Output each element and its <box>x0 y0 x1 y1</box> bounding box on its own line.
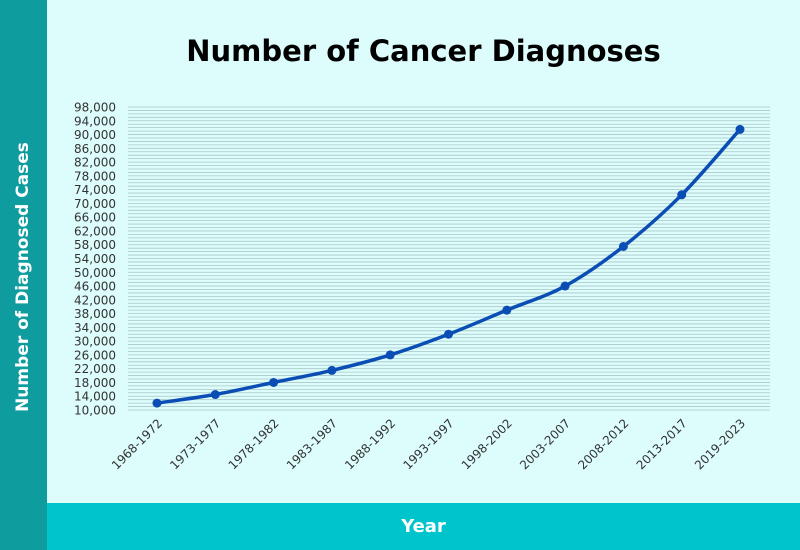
y-tick-label: 74,000 <box>74 183 116 197</box>
data-point <box>210 390 220 400</box>
y-tick-label: 42,000 <box>74 293 116 307</box>
x-tick-label: 1998-2002 <box>459 416 515 472</box>
y-tick-label: 18,000 <box>74 376 116 390</box>
side-band <box>0 0 47 550</box>
data-point <box>269 377 279 387</box>
data-point <box>502 305 512 315</box>
y-tick-label: 38,000 <box>74 307 116 321</box>
y-tick-label: 58,000 <box>74 238 116 252</box>
y-tick-label: 86,000 <box>74 142 116 156</box>
data-point <box>327 365 337 375</box>
data-point <box>677 190 687 200</box>
x-axis-label: Year <box>401 516 446 537</box>
y-tick-label: 50,000 <box>74 266 116 280</box>
data-point <box>618 241 628 251</box>
bottom-band <box>47 503 800 550</box>
y-tick-label: 26,000 <box>74 348 116 362</box>
y-tick-label: 54,000 <box>74 252 116 266</box>
chart-title: Number of Cancer Diagnoses <box>186 34 661 68</box>
x-tick-label: 2013-2017 <box>634 416 690 472</box>
y-tick-label: 98,000 <box>74 101 116 115</box>
y-tick-label: 66,000 <box>74 211 116 225</box>
y-tick-label: 62,000 <box>74 224 116 238</box>
y-tick-label: 14,000 <box>74 390 116 404</box>
x-tick-labels: 1968-1972 1973-1977 1978-1982 1983-1987 1988… <box>109 416 748 472</box>
x-tick-label: 2008-2012 <box>575 416 631 472</box>
y-tick-label: 22,000 <box>74 362 116 376</box>
x-tick-label: 1973-1977 <box>167 416 223 472</box>
series-line <box>155 127 742 405</box>
y-tick-label: 78,000 <box>74 169 116 183</box>
data-point <box>560 281 570 291</box>
y-tick-label: 82,000 <box>74 156 116 170</box>
y-tick-label: 94,000 <box>74 114 116 128</box>
y-tick-label: 70,000 <box>74 197 116 211</box>
y-tick-label: 90,000 <box>74 128 116 142</box>
y-tick-label: 30,000 <box>74 335 116 349</box>
x-tick-label: 2019-2023 <box>692 416 748 472</box>
x-tick-label: 2003-2007 <box>517 416 573 472</box>
grid-lines <box>128 106 770 411</box>
y-tick-labels: 10,00014,00018,00022,00026,00030,00034,0… <box>74 101 116 418</box>
y-tick-label: 34,000 <box>74 321 116 335</box>
data-point <box>152 398 162 408</box>
data-point <box>444 329 453 339</box>
x-tick-label: 1968-1972 <box>109 416 165 472</box>
x-tick-label: 1993-1997 <box>400 416 456 472</box>
y-tick-label: 46,000 <box>74 280 116 294</box>
data-point <box>735 124 745 134</box>
x-tick-label: 1983-1987 <box>284 416 340 472</box>
y-tick-label: 10,000 <box>74 404 116 418</box>
data-point <box>385 350 395 360</box>
x-tick-label: 1978-1982 <box>226 416 282 472</box>
data-points <box>152 124 745 408</box>
x-tick-label: 1988-1992 <box>342 416 398 472</box>
